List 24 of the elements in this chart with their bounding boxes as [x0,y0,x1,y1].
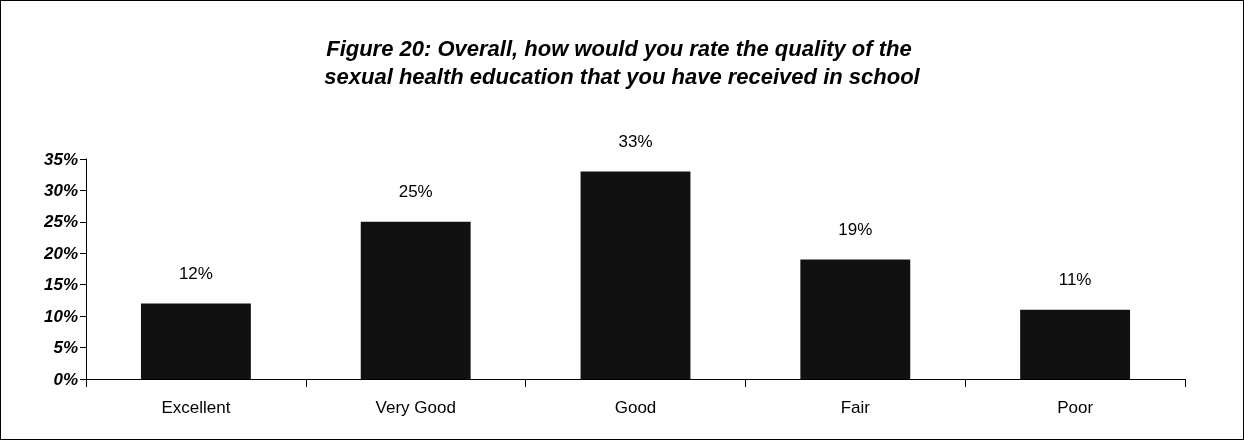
chart-title: Figure 20: Overall, how would you rate the quality of the sexual health education that you have received in school [324,35,921,89]
data-label: 12% [178,263,213,283]
bar [580,171,691,379]
y-tick-label: 25% [42,212,78,232]
data-label: 19% [838,219,873,239]
data-label: 25% [398,181,433,201]
y-tick-label: 5% [53,338,78,358]
bar [360,221,471,379]
y-tick-label: 30% [43,180,78,200]
bar [140,303,251,379]
x-tick-label: Fair [840,398,871,417]
x-tick-label: Good [614,398,657,417]
y-tick-label: 10% [43,306,78,326]
bar [800,259,911,379]
y-tick-label: 15% [43,275,78,295]
y-tick-label: 20% [42,243,78,263]
data-label: 11% [1058,269,1092,289]
x-tick-label: Poor [1057,398,1094,417]
x-tick-label: Very Good [375,398,456,417]
y-tick-label: 35% [43,149,78,169]
y-tick-label: 0% [53,369,78,389]
x-tick-label: Excellent [161,398,231,417]
data-label: 33% [618,131,653,151]
bar [1020,309,1131,379]
